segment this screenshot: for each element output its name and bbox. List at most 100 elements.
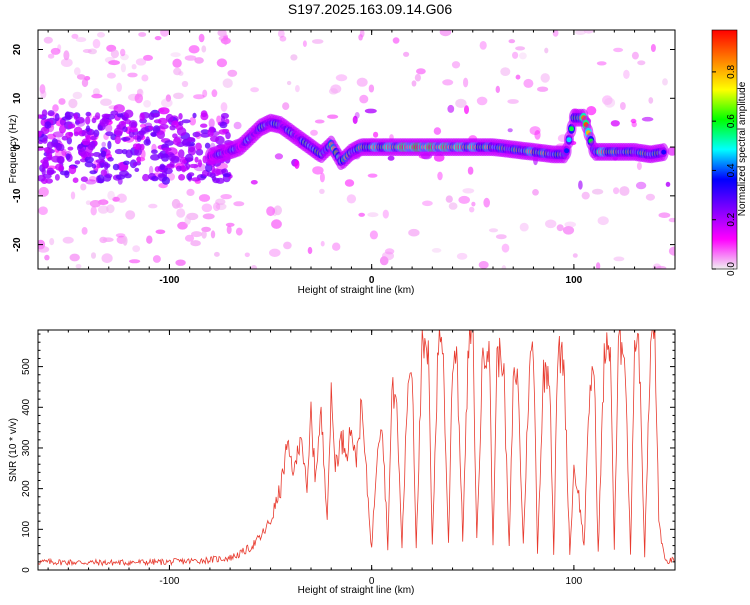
spectrogram-band-cell xyxy=(143,138,151,146)
spectrogram-noise-cell xyxy=(250,87,259,93)
spectrogram-noise-cell xyxy=(515,74,521,80)
spectrogram-noise-cell xyxy=(101,141,106,148)
spectrogram-band-cell xyxy=(120,136,131,142)
spectrogram-band-cell xyxy=(186,137,195,142)
spectrogram-band-cell xyxy=(185,163,191,170)
spectrogram-noise-cell xyxy=(464,105,469,115)
spectrogram-band-cell xyxy=(136,156,142,163)
spectrogram-band-cell xyxy=(168,153,176,162)
spectrogram-band-cell xyxy=(211,165,216,174)
spectrogram-band-cell xyxy=(132,162,138,167)
spectrogram-band-cell xyxy=(189,163,199,169)
spectrogram-band-cell xyxy=(59,170,70,176)
spectrogram-band-cell xyxy=(210,135,220,142)
spectrogram-band-cell xyxy=(107,140,112,150)
spectrogram-noise-cell xyxy=(515,46,526,51)
spectrogram-noise-cell xyxy=(623,69,630,79)
spectrogram-band-cell xyxy=(172,133,178,139)
spectrogram-noise-cell xyxy=(75,264,82,269)
spectrogram-noise-cell xyxy=(655,265,667,269)
spectrogram-noise-cell xyxy=(173,92,184,100)
spectrogram-band-cell xyxy=(159,163,166,170)
snr-ticks: -100 0 100 0 100 200 300 400 500 xyxy=(21,330,676,587)
spectrogram-noise-cell xyxy=(266,206,275,217)
spectrogram-band-cell xyxy=(195,148,204,156)
spectrogram-noise-cell xyxy=(578,180,583,190)
spectrogram-noise-cell xyxy=(223,35,228,46)
spectrogram-band-cell xyxy=(178,120,184,126)
spectrogram-noise-cell xyxy=(636,162,642,171)
spectrogram-noise-cell xyxy=(193,94,205,100)
spectrogram-noise-cell xyxy=(198,33,205,43)
spectrogram-noise-cell xyxy=(311,39,324,44)
spectrogram-noise-cell xyxy=(58,98,66,105)
spectrogram-band-cell xyxy=(178,174,186,181)
spectrogram-noise-cell xyxy=(463,77,469,88)
spectrogram-noise-cell xyxy=(62,236,74,244)
snr-panel: -100 0 100 0 100 200 300 400 500 Height of strai… xyxy=(8,329,676,596)
spectrogram-noise-cell xyxy=(222,78,233,88)
spectrogram-noise-cell xyxy=(89,200,101,208)
spectrogram-band-cell xyxy=(89,170,97,175)
spectrogram-noise-cell xyxy=(471,201,476,207)
spectrogram-band-cell xyxy=(42,137,48,144)
spectrogram-noise-cell xyxy=(456,252,468,260)
spectrogram-band-cell xyxy=(52,142,61,148)
spectrogram-ytick-label: 0 xyxy=(12,144,23,150)
spectrogram-noise-cell xyxy=(382,251,394,261)
spectrogram-xlabel: Height of straight line (km) xyxy=(298,285,415,296)
spectrogram-noise-cell xyxy=(344,179,355,187)
spectrogram-noise-cell xyxy=(462,188,475,194)
spectrogram-noise-cell xyxy=(210,230,216,239)
snr-ytick-label: 300 xyxy=(21,439,32,456)
spectrogram-noise-cell xyxy=(610,120,620,127)
spectrogram-noise-cell xyxy=(216,115,222,124)
spectrogram-band-cell xyxy=(142,173,150,182)
snr-series-line xyxy=(38,330,675,567)
spectrogram-noise-cell xyxy=(352,115,358,124)
spectrogram-ytick-label: 10 xyxy=(12,92,23,104)
spectrogram-band-cell xyxy=(55,163,63,171)
spectrogram-band-cell xyxy=(225,131,231,140)
spectrogram-noise-cell xyxy=(294,159,300,169)
spectrogram-band-cell xyxy=(75,116,85,124)
spectrogram-band-cell xyxy=(54,113,60,122)
spectrogram-band-cell xyxy=(95,159,105,164)
colorbar-tick-label: 0.4 xyxy=(726,163,737,177)
spectrogram-noise-cell xyxy=(90,206,97,216)
spectrogram-band-cell xyxy=(151,149,158,154)
spectrogram-noise-cell xyxy=(604,97,616,108)
spectrogram-band-cell xyxy=(191,177,201,182)
spectrogram-xtick-label: -100 xyxy=(159,275,179,286)
spectrogram-band-cell xyxy=(181,165,187,173)
spectrogram-noise-cell xyxy=(403,51,410,57)
spectrogram-noise-cell xyxy=(107,190,115,201)
spectrogram-noise-cell xyxy=(161,98,173,108)
spectrogram-band-cell xyxy=(112,163,120,171)
spectrogram-noise-cell xyxy=(235,227,243,236)
spectrogram-noise-cell xyxy=(165,94,172,102)
spectrogram-band-cell xyxy=(97,124,103,131)
spectrogram-noise-cell xyxy=(652,263,662,269)
spectrogram-noise-cell xyxy=(279,35,287,42)
spectrogram-noise-cell xyxy=(274,153,283,160)
spectrogram-noise-cell xyxy=(173,67,182,76)
spectrogram-noise-cell xyxy=(184,215,191,225)
spectrogram-noise-cell xyxy=(110,49,119,59)
spectrogram-noise-cell xyxy=(358,34,363,41)
spectrogram-band-cell xyxy=(200,123,208,128)
spectrogram-band-cell xyxy=(47,154,53,161)
spectrogram-band-cell xyxy=(192,131,201,138)
spectrogram-band-cell xyxy=(72,177,79,183)
spectrogram-noise-cell xyxy=(320,240,325,247)
colorbar-tick-label: 0.6 xyxy=(726,114,737,128)
spectrogram-noise-cell xyxy=(184,55,197,61)
spectrogram-noise-cell xyxy=(202,213,215,220)
spectrogram-band-cell xyxy=(114,148,124,155)
spectrogram-noise-cell xyxy=(373,131,379,138)
snr-xtick-label: 100 xyxy=(566,576,583,587)
spectrogram-noise-cell xyxy=(191,231,203,238)
spectrogram-noise-cell xyxy=(106,72,116,79)
